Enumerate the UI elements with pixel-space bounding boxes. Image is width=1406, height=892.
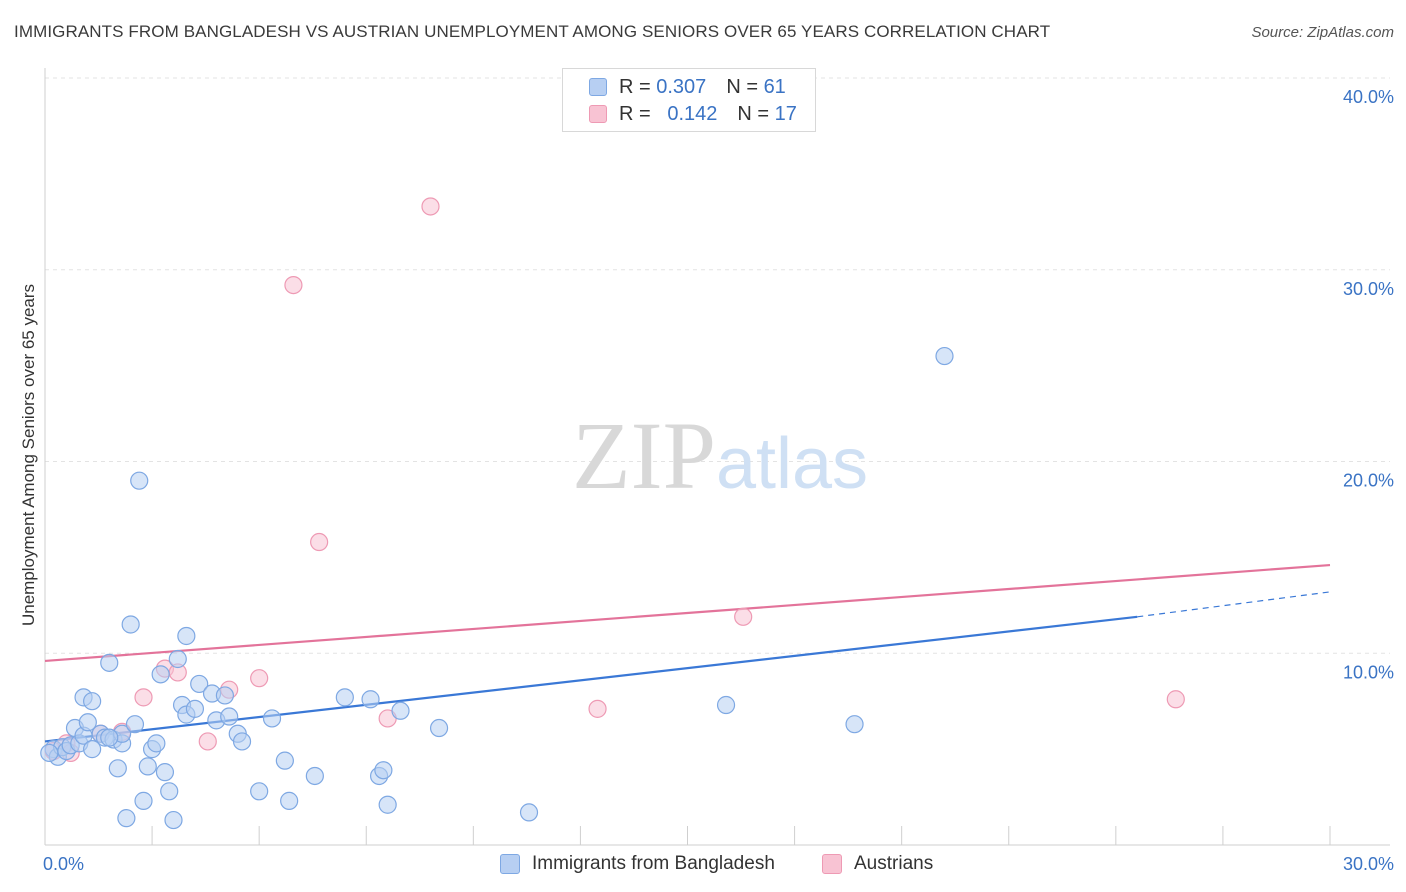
point-bangladesh [378, 795, 397, 814]
trend-line-austrians [44, 563, 1331, 663]
data-points [40, 197, 1185, 830]
point-bangladesh [716, 695, 736, 715]
point-austrians [134, 688, 153, 707]
point-bangladesh [429, 718, 449, 738]
point-bangladesh [177, 626, 196, 646]
point-bangladesh [108, 759, 127, 778]
point-austrians [588, 699, 607, 718]
point-austrians [198, 732, 217, 751]
point-bangladesh [845, 715, 864, 734]
point-bangladesh [100, 728, 119, 747]
legend-swatch-pink [589, 105, 607, 123]
point-austrians [734, 607, 753, 626]
point-bangladesh [40, 743, 59, 763]
legend-row-austrians: R = 0.142 N = 17 [589, 102, 797, 126]
y-tick-label: 20.0% [1343, 471, 1394, 491]
axes [44, 68, 1390, 846]
legend-row-bangladesh: R = 0.307 N = 61 [589, 75, 786, 99]
point-bangladesh [83, 692, 102, 711]
point-bangladesh [935, 346, 954, 366]
point-bangladesh [185, 699, 205, 718]
point-bangladesh [138, 757, 157, 776]
point-bangladesh [155, 763, 175, 782]
bottom-legend-swatch-blue [500, 854, 520, 874]
x-tick-label: 30.0% [1343, 854, 1394, 874]
point-bangladesh [391, 701, 410, 720]
point-bangladesh [164, 810, 183, 830]
gridlines [45, 77, 1390, 654]
legend-r-label: R = [619, 75, 651, 98]
watermark-zip: ZIP [572, 402, 716, 509]
legend-r-value: 0.307 [656, 75, 707, 98]
point-bangladesh [305, 766, 324, 786]
point-austrians [250, 669, 269, 688]
point-bangladesh [374, 761, 393, 780]
point-bangladesh [147, 734, 166, 753]
point-bangladesh [117, 809, 136, 828]
point-bangladesh [220, 707, 239, 726]
legend-n-value: 17 [774, 102, 797, 125]
point-austrians [421, 197, 440, 216]
correlation-legend: R = 0.307 N = 61 R = 0.142 N = 17 [562, 68, 816, 132]
point-bangladesh [262, 709, 282, 728]
point-bangladesh [232, 732, 252, 751]
point-bangladesh [519, 803, 539, 822]
legend-r-value: 0.142 [667, 102, 718, 125]
point-bangladesh [134, 791, 153, 810]
bottom-legend-austrians: Austrians [822, 852, 933, 876]
point-bangladesh [335, 688, 354, 707]
point-bangladesh [100, 653, 119, 672]
trend-line-bangladesh-extension [1137, 591, 1331, 618]
point-bangladesh [361, 690, 380, 709]
x-tick-label: 0.0% [43, 854, 84, 874]
bottom-legend-bangladesh: Immigrants from Bangladesh [500, 852, 775, 876]
point-bangladesh [190, 674, 209, 694]
legend-n-label: N = [737, 102, 770, 125]
point-bangladesh [250, 782, 269, 801]
legend-n-label: N = [726, 75, 758, 98]
y-axis-label: Unemployment Among Seniors over 65 years [19, 284, 38, 626]
point-bangladesh [280, 791, 299, 810]
legend-r-label: R = [619, 102, 651, 125]
point-bangladesh [125, 715, 145, 734]
point-bangladesh [168, 649, 187, 669]
point-bangladesh [78, 713, 97, 732]
legend-swatch-blue [589, 78, 607, 96]
bottom-legend-label: Immigrants from Bangladesh [532, 853, 775, 874]
point-austrians [310, 532, 329, 552]
bottom-legend-label: Austrians [854, 853, 934, 874]
point-bangladesh [151, 665, 170, 684]
point-bangladesh [83, 740, 102, 759]
y-tick-label: 10.0% [1343, 662, 1394, 682]
point-bangladesh [160, 782, 179, 801]
y-tick-label: 30.0% [1343, 279, 1394, 299]
chart-title: IMMIGRANTS FROM BANGLADESH VS AUSTRIAN U… [14, 22, 1051, 41]
y-tick-label: 40.0% [1343, 87, 1394, 107]
point-bangladesh [215, 686, 234, 705]
point-austrians [1166, 690, 1185, 709]
point-bangladesh [275, 751, 294, 770]
legend-n-value: 61 [763, 75, 786, 98]
watermark: ZIPatlas [572, 402, 868, 509]
point-bangladesh [130, 471, 149, 490]
point-austrians [284, 275, 303, 295]
tick-labels: 10.0% 20.0% 30.0% 40.0% 0.0% 30.0% [43, 87, 1394, 874]
watermark-atlas: atlas [716, 424, 868, 504]
source-label: Source: ZipAtlas.com [1251, 24, 1394, 41]
point-bangladesh [121, 615, 140, 634]
bottom-legend-swatch-pink [822, 854, 842, 874]
